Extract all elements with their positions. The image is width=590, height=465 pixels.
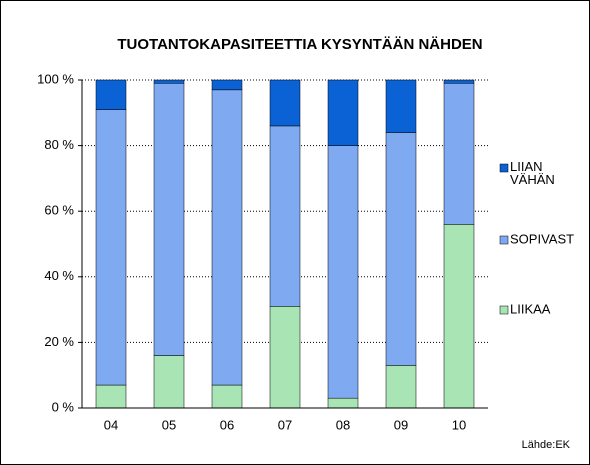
x-tick-label: 06 xyxy=(220,417,234,432)
bar-segment xyxy=(443,79,475,84)
x-tick-label: 09 xyxy=(394,417,408,432)
bar-segment xyxy=(443,224,475,409)
legend-swatch xyxy=(499,235,509,245)
y-tick-label: 80 % xyxy=(44,137,74,152)
legend-label: SOPIVAST xyxy=(510,231,574,246)
x-tick-label: 04 xyxy=(104,417,118,432)
chart-title: TUOTANTOKAPASITEETTIA KYSYNTÄÄN NÄHDEN xyxy=(117,36,482,53)
bar-segment xyxy=(95,384,127,409)
x-tick-label: 05 xyxy=(162,417,176,432)
bar-segment xyxy=(269,125,301,307)
bar-segment xyxy=(269,79,301,127)
x-tick-label: 10 xyxy=(452,417,466,432)
bar-segment xyxy=(443,83,475,225)
y-tick-label: 20 % xyxy=(44,334,74,349)
bar-segment xyxy=(327,79,359,146)
bar-segment xyxy=(211,384,243,409)
y-tick-label: 0 % xyxy=(52,399,75,414)
bar-segment xyxy=(211,89,243,386)
x-tick-label: 07 xyxy=(278,417,292,432)
legend-label: LIIAN VÄHÄN xyxy=(510,159,555,187)
legend-swatch xyxy=(499,163,509,173)
bar-segment xyxy=(385,365,417,409)
x-tick-label: 08 xyxy=(336,417,350,432)
bar-segment xyxy=(385,132,417,366)
bar-segment xyxy=(153,355,185,409)
bar-segment xyxy=(153,83,185,356)
source-note: Lähde:EK xyxy=(522,439,571,451)
bar-segment xyxy=(327,397,359,409)
y-tick-label: 100 % xyxy=(37,71,74,86)
y-tick-label: 60 % xyxy=(44,203,74,218)
bar-segment xyxy=(95,109,127,386)
legend-swatch xyxy=(499,305,509,315)
bar-segment xyxy=(153,79,185,84)
bar-segment xyxy=(211,79,243,91)
bar-segment xyxy=(385,79,417,133)
y-tick-label: 40 % xyxy=(44,268,74,283)
bar-segment xyxy=(327,145,359,399)
legend-label: LIIKAA xyxy=(510,301,551,316)
bar-segment xyxy=(95,79,127,110)
bar-segment xyxy=(269,306,301,409)
